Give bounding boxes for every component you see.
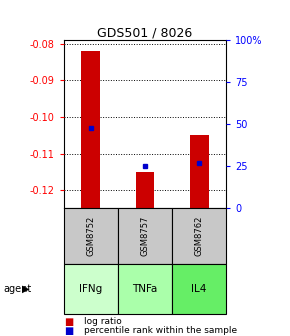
Title: GDS501 / 8026: GDS501 / 8026 [97,26,193,39]
Text: GSM8757: GSM8757 [140,216,150,256]
Text: TNFa: TNFa [132,284,158,294]
Bar [81,51,100,208]
Text: ■: ■ [64,317,73,327]
Bar [190,135,209,208]
Text: log ratio: log ratio [84,318,122,326]
Bar [64,264,118,314]
Text: GSM8762: GSM8762 [195,216,204,256]
Text: GSM8752: GSM8752 [86,216,95,256]
Bar [64,208,118,264]
Bar [172,208,226,264]
Bar [118,208,172,264]
Text: IL4: IL4 [191,284,207,294]
Bar [135,172,155,208]
Text: ▶: ▶ [22,284,29,294]
Bar [118,264,172,314]
Bar [172,264,226,314]
Text: IFNg: IFNg [79,284,102,294]
Text: percentile rank within the sample: percentile rank within the sample [84,327,237,335]
Text: agent: agent [3,284,31,294]
Text: ■: ■ [64,326,73,336]
